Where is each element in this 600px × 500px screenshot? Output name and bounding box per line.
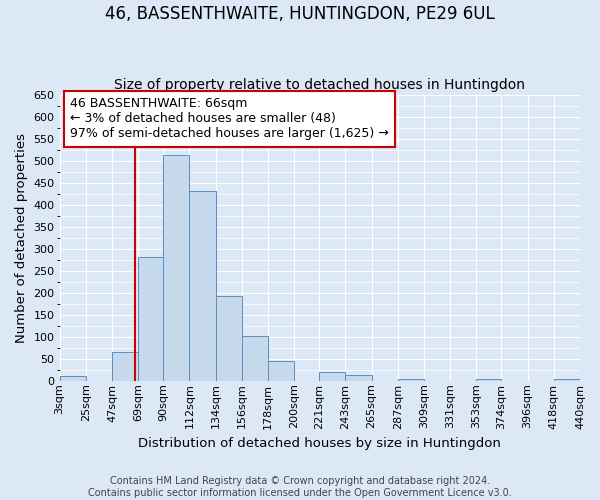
- Bar: [242, 336, 268, 381]
- Title: Size of property relative to detached houses in Huntingdon: Size of property relative to detached ho…: [114, 78, 525, 92]
- Bar: [190, 190, 215, 381]
- Bar: [112, 352, 138, 381]
- Text: 46, BASSENTHWAITE, HUNTINGDON, PE29 6UL: 46, BASSENTHWAITE, HUNTINGDON, PE29 6UL: [105, 5, 495, 23]
- Bar: [163, 155, 190, 381]
- Bar: [346, 376, 371, 381]
- Text: 46 BASSENTHWAITE: 66sqm
← 3% of detached houses are smaller (48)
97% of semi-det: 46 BASSENTHWAITE: 66sqm ← 3% of detached…: [70, 98, 389, 140]
- Bar: [554, 380, 580, 381]
- Bar: [59, 376, 86, 381]
- Text: Contains HM Land Registry data © Crown copyright and database right 2024.
Contai: Contains HM Land Registry data © Crown c…: [88, 476, 512, 498]
- X-axis label: Distribution of detached houses by size in Huntingdon: Distribution of detached houses by size …: [139, 437, 501, 450]
- Bar: [319, 372, 346, 381]
- Y-axis label: Number of detached properties: Number of detached properties: [15, 132, 28, 342]
- Bar: [398, 380, 424, 381]
- Bar: [268, 360, 294, 381]
- Bar: [476, 380, 502, 381]
- Bar: [138, 258, 163, 381]
- Bar: [215, 296, 242, 381]
